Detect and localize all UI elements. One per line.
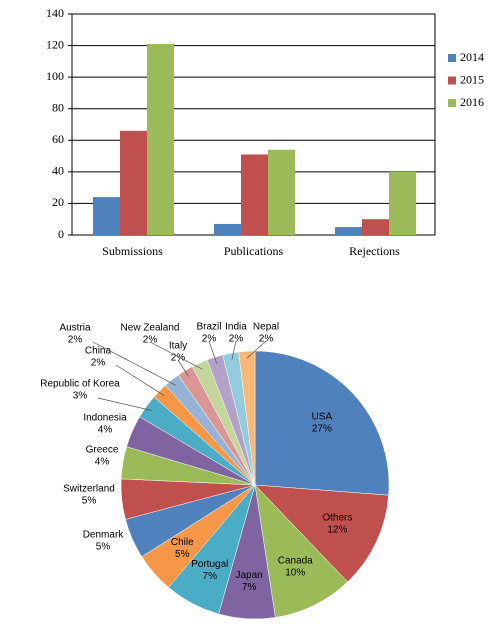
leader-line <box>92 341 177 386</box>
slice-label: Republic of Korea <box>40 379 120 390</box>
bar <box>241 154 268 235</box>
y-tick-label: 60 <box>52 132 64 146</box>
slice-value: 5% <box>82 496 97 507</box>
y-tick-label: 40 <box>52 164 64 178</box>
x-tick-label: Rejections <box>349 244 400 258</box>
slice-label: Switzerland <box>63 484 115 495</box>
pie-slice <box>254 484 348 618</box>
slice-label: Portugal <box>191 559 228 570</box>
slice-value: 4% <box>98 425 113 436</box>
slice-label: Indonesia <box>83 413 127 424</box>
slice-label: China <box>85 346 112 357</box>
slice-label: Canada <box>278 555 313 566</box>
bar <box>268 149 295 235</box>
slice-value: 5% <box>175 549 190 560</box>
y-tick-label: 140 <box>46 6 64 20</box>
slice-label: Denmark <box>83 530 125 541</box>
leader-line <box>231 340 237 360</box>
slice-value: 2% <box>91 358 106 369</box>
legend-swatch <box>448 76 456 85</box>
leader-line <box>97 397 152 411</box>
bar <box>389 171 416 235</box>
slice-label: Greece <box>86 445 119 456</box>
y-tick-label: 0 <box>58 227 64 241</box>
slice-label: Nepal <box>253 322 279 333</box>
leader-line <box>177 359 189 377</box>
slice-value: 2% <box>202 334 217 345</box>
leader-line <box>208 340 218 364</box>
slice-label: Italy <box>169 341 187 352</box>
legend-label: 2016 <box>460 95 484 109</box>
slice-value: 5% <box>96 542 111 553</box>
leader-line <box>115 364 165 396</box>
y-tick-label: 20 <box>52 195 64 209</box>
leader-line <box>247 340 267 359</box>
bar <box>147 43 174 235</box>
leader-line <box>149 341 203 370</box>
bar <box>214 223 241 235</box>
legend-swatch <box>448 54 456 62</box>
slice-value: 3% <box>73 391 88 402</box>
slice-label: Brazil <box>196 322 221 333</box>
slice-label: New Zealand <box>121 323 180 334</box>
y-tick-label: 100 <box>46 69 64 83</box>
bar <box>120 130 147 235</box>
slice-value: 2% <box>259 334 274 345</box>
slice-label: Austria <box>59 323 91 334</box>
slice-value: 10% <box>285 567 305 578</box>
bar <box>362 219 389 235</box>
x-tick-label: Publications <box>224 244 284 258</box>
pie-slice <box>254 350 390 496</box>
slice-value: 7% <box>203 571 218 582</box>
slice-value: 7% <box>242 582 257 593</box>
slice-value: 2% <box>68 335 83 346</box>
slice-value: 2% <box>143 335 158 346</box>
bar <box>93 197 120 235</box>
slice-value: 12% <box>327 525 347 536</box>
y-tick-label: 120 <box>46 37 64 51</box>
slice-label: Chile <box>171 537 194 548</box>
legend-swatch <box>448 99 456 107</box>
y-tick-label: 80 <box>52 100 64 114</box>
slice-value: 4% <box>95 457 110 468</box>
slice-value: 2% <box>229 334 244 345</box>
slice-label: USA <box>312 412 333 423</box>
slice-label: Japan <box>235 570 262 581</box>
slice-label: India <box>225 322 247 333</box>
pie-slice <box>254 484 389 583</box>
slice-label: Others <box>322 513 352 524</box>
bar <box>335 227 362 235</box>
legend-label: 2014 <box>460 50 484 64</box>
legend-label: 2015 <box>460 72 484 86</box>
slice-value: 2% <box>171 353 186 364</box>
slice-value: 27% <box>312 424 332 435</box>
x-tick-label: Submissions <box>102 244 163 258</box>
